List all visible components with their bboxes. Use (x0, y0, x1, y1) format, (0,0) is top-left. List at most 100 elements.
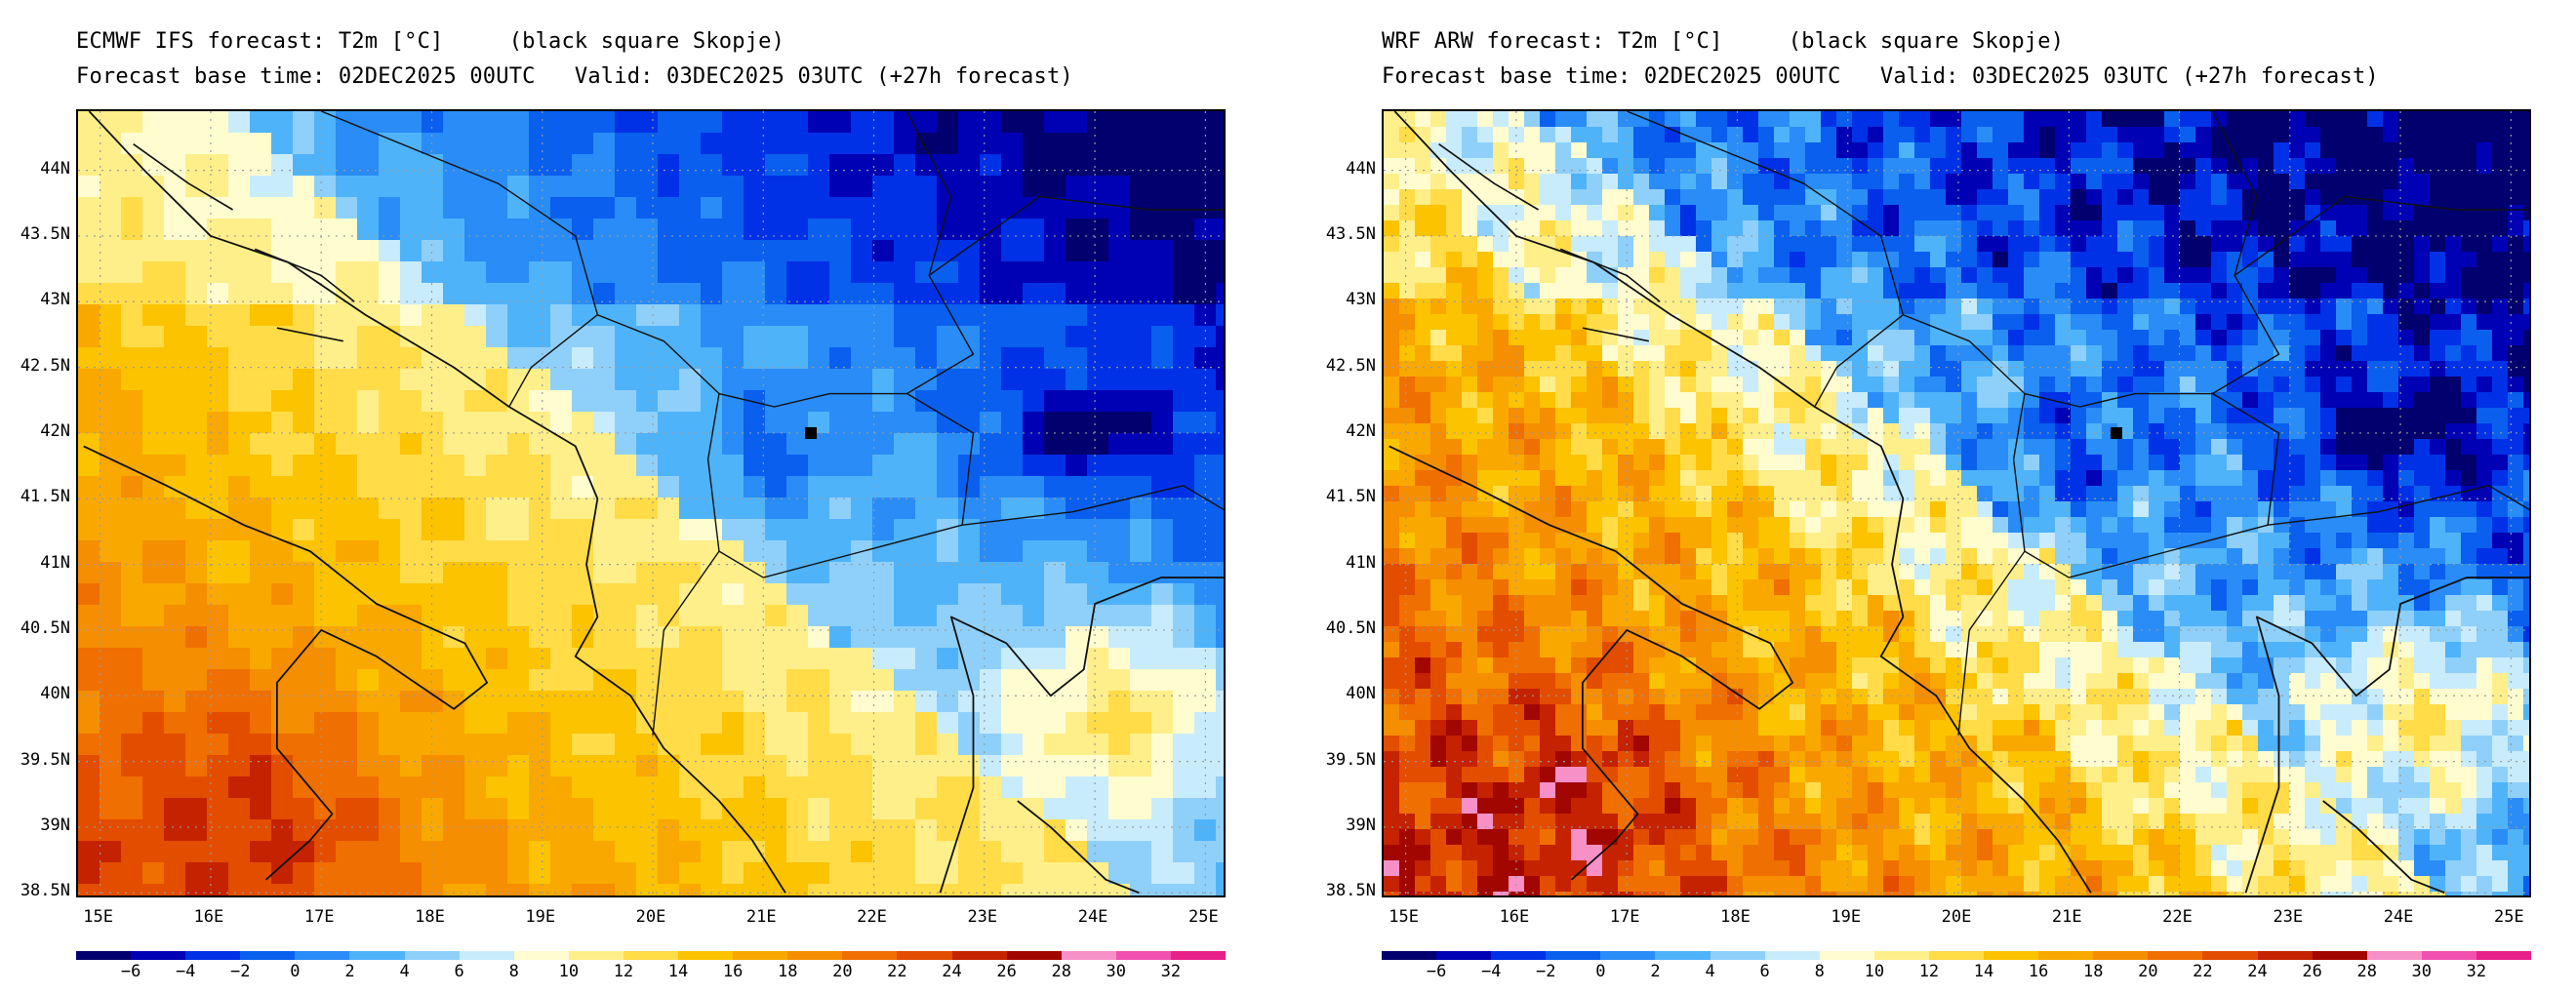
field-cell (1493, 205, 1509, 221)
field-cell (121, 734, 143, 756)
field-cell (829, 626, 852, 649)
field-cell (2320, 704, 2337, 721)
colorbar-tick-label: 16 (722, 962, 744, 981)
field-cell (2508, 174, 2524, 190)
colorbar-segment (459, 951, 514, 960)
field-cell (100, 798, 122, 820)
field-cell (615, 326, 637, 348)
field-cell (2086, 158, 2103, 175)
field-cell (1633, 408, 1650, 424)
field-cell (507, 819, 530, 842)
field-cell (1571, 533, 1588, 549)
field-cell (271, 154, 294, 177)
field-cell (1415, 517, 1431, 534)
field-cell (2102, 361, 2118, 378)
field-cell (2242, 533, 2259, 549)
field-cell (2274, 689, 2290, 705)
field-cell (1108, 111, 1131, 134)
field-cell (1821, 111, 1837, 128)
field-cell (958, 755, 981, 777)
field-cell (1130, 261, 1152, 284)
field-cell (2274, 517, 2290, 534)
field-cell (2320, 174, 2337, 190)
field-cell (2164, 470, 2181, 487)
field-cell (100, 261, 122, 284)
field-cell (400, 369, 423, 391)
field-cell (1087, 819, 1109, 842)
field-cell (293, 583, 315, 606)
field-cell (1649, 392, 1666, 409)
field-cell (293, 626, 315, 649)
field-cell (185, 648, 208, 670)
field-cell (615, 261, 637, 284)
field-cell (1649, 220, 1666, 237)
field-cell (786, 819, 809, 842)
field-cell (1023, 240, 1045, 262)
field-cell (422, 712, 444, 735)
field-cell (1852, 439, 1869, 456)
field-cell (872, 712, 895, 735)
field-cell (271, 519, 294, 541)
field-cell (572, 283, 594, 305)
field-cell (1001, 562, 1024, 584)
field-cell (1108, 626, 1131, 649)
field-cell (486, 648, 508, 670)
field-cell (1602, 142, 1619, 159)
field-cell (1151, 455, 1174, 477)
field-cell (2164, 392, 2181, 409)
field-cell (2024, 111, 2040, 128)
field-cell (1977, 252, 1993, 268)
field-cell (765, 283, 787, 305)
field-cell (1805, 470, 1822, 487)
field-cell (293, 219, 315, 241)
field-cell (228, 819, 251, 842)
field-cell (2024, 330, 2040, 346)
field-cell (1587, 689, 1603, 705)
field-cell (1399, 501, 1416, 518)
field-cell (1462, 361, 1478, 378)
field-cell (894, 540, 916, 563)
field-cell (2227, 330, 2243, 346)
field-cell (2117, 533, 2134, 549)
field-cell (207, 261, 229, 284)
field-cell (958, 841, 981, 863)
field-cell (722, 648, 745, 670)
field-cell (1540, 486, 1556, 502)
field-cell (1446, 283, 1463, 299)
field-cell (2086, 392, 2103, 409)
field-cell (78, 862, 101, 885)
field-cell (872, 304, 895, 327)
field-cell (1023, 412, 1045, 434)
field-cell (1836, 330, 1853, 346)
field-cell (958, 433, 981, 456)
field-cell (550, 776, 573, 799)
field-cell (1399, 298, 1416, 315)
field-cell (185, 862, 208, 885)
field-cell (1868, 142, 1884, 159)
field-cell (250, 476, 272, 498)
field-cell (1087, 369, 1109, 391)
field-cell (2305, 220, 2321, 237)
field-cell (1087, 776, 1109, 799)
field-cell (464, 390, 487, 413)
field-cell (293, 669, 315, 692)
field-cell (1680, 548, 1697, 565)
field-cell (1758, 220, 1775, 237)
field-cell (722, 562, 745, 584)
field-cell (1836, 408, 1853, 424)
field-cell (1852, 564, 1869, 580)
field-cell (980, 712, 1002, 735)
field-cell (2274, 579, 2290, 596)
field-cell (1173, 283, 1195, 305)
field-cell (1774, 455, 1791, 471)
field-cell (1477, 501, 1494, 518)
field-cell (2133, 314, 2150, 331)
field-cell (2430, 127, 2446, 143)
field-cell (1555, 142, 1572, 159)
field-cell (786, 240, 809, 262)
field-cell (142, 304, 165, 327)
field-cell (1430, 174, 1447, 190)
field-cell (2367, 611, 2384, 627)
field-cell (250, 369, 272, 391)
field-cell (507, 712, 530, 735)
